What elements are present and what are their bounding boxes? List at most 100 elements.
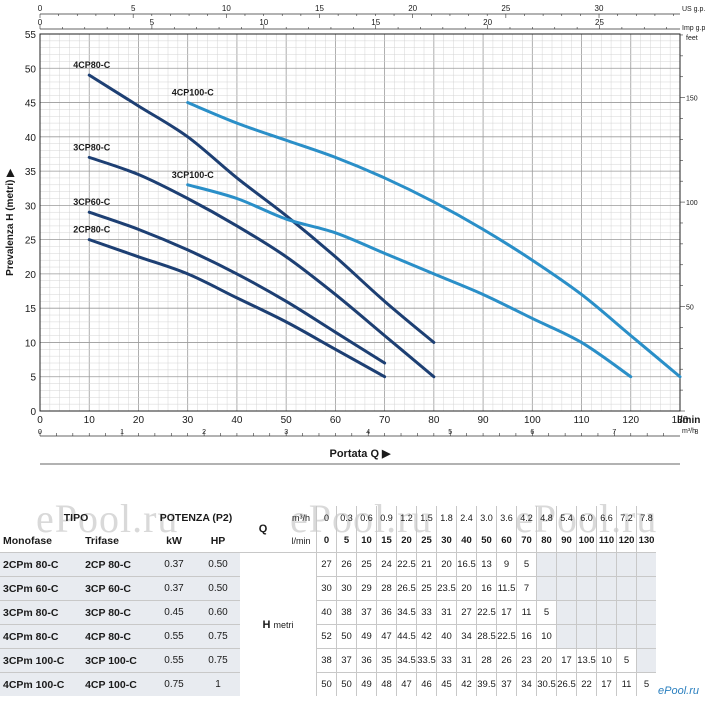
imp-gpm-tick-label: 20 xyxy=(483,18,492,27)
trifase-header: Trifase xyxy=(85,534,119,547)
head-value xyxy=(596,576,617,601)
x-tick-label: 80 xyxy=(428,415,440,426)
x-tick-label: 30 xyxy=(182,415,194,426)
us-gpm-unit: US g.p.m. xyxy=(682,6,705,13)
x-tick-label: 0 xyxy=(37,415,43,426)
model-monofase: 4CPm 80-C xyxy=(0,624,83,649)
head-value: 42 xyxy=(456,672,477,696)
h-label: H xyxy=(262,618,274,631)
y-tick-label: 10 xyxy=(25,338,37,349)
head-value: 23.5 xyxy=(436,576,457,601)
head-value xyxy=(556,624,577,649)
head-value: 22.5 xyxy=(396,552,417,577)
head-value: 16 xyxy=(516,624,537,649)
power-hp: 0.50 xyxy=(196,552,240,577)
head-value: 22.5 xyxy=(476,600,497,625)
q-m3h-value: 0.6 xyxy=(356,506,377,529)
y-tick-label: 15 xyxy=(25,304,37,315)
series-label: 3CP100-C xyxy=(172,170,215,180)
x-tick-label: 50 xyxy=(281,415,293,426)
power-kw: 0.37 xyxy=(152,576,196,601)
head-value xyxy=(556,552,577,577)
series-label: 4CP100-C xyxy=(172,88,215,98)
q-unit-lmin: l/min xyxy=(291,535,311,546)
head-value: 34.5 xyxy=(396,600,417,625)
pump-curve-chart: 0 5 10 15 20 25 30 35 40 45 50 55 Prevalenza H (metr… xyxy=(5,4,705,465)
x-tick-label: 100 xyxy=(524,415,541,426)
y-tick-label: 55 xyxy=(25,30,37,41)
series-line-3cp80-c xyxy=(87,155,436,379)
q-m3h-value: 6.6 xyxy=(596,506,617,529)
q-lmin-value: 25 xyxy=(416,529,437,553)
head-value xyxy=(636,624,656,649)
table-row: 4CPm 100-C 4CP 100-C 0.75 1 50 50 49 48 47 46 45 42… xyxy=(0,672,656,696)
feet-tick-label: 100 xyxy=(686,200,698,207)
m3h-tick-label: 3 xyxy=(284,429,288,436)
head-value xyxy=(636,600,656,625)
head-value: 40 xyxy=(316,600,337,625)
head-value: 31 xyxy=(456,648,477,673)
head-value: 17 xyxy=(556,648,577,673)
head-value: 34 xyxy=(456,624,477,649)
imp-gpm-tick-label: 15 xyxy=(371,18,380,27)
model-monofase: 3CPm 80-C xyxy=(0,600,83,625)
q-m3h-value: 4.2 xyxy=(516,506,537,529)
q-lmin-value: 20 xyxy=(396,529,417,553)
head-value: 22 xyxy=(576,672,597,696)
performance-grid: TIPO POTENZA (P2) Q m³/h 0 0.3 0.6 0.9 1.2 1.… xyxy=(0,506,656,696)
head-value xyxy=(536,552,557,577)
power-hp: 0.50 xyxy=(196,576,240,601)
q-lmin-value: 100 xyxy=(576,529,597,553)
head-value: 30 xyxy=(316,576,337,601)
head-value xyxy=(596,624,617,649)
head-value: 27 xyxy=(316,552,337,577)
head-value: 46 xyxy=(416,672,437,696)
head-value: 17 xyxy=(596,672,617,696)
head-value: 28 xyxy=(376,576,397,601)
q-lmin-value: 40 xyxy=(456,529,477,553)
imp-gpm-unit: Imp g.p.m. xyxy=(682,25,705,32)
m3h-tick-label: 8 xyxy=(694,429,698,436)
q-lmin-value: 60 xyxy=(496,529,517,553)
head-value xyxy=(556,576,577,601)
head-value: 17 xyxy=(496,600,517,625)
q-m3h-value: 3.0 xyxy=(476,506,497,529)
head-value: 49 xyxy=(356,624,377,649)
power-hp: 1 xyxy=(196,672,240,696)
head-value: 36 xyxy=(376,600,397,625)
kw-header: kW xyxy=(166,534,182,547)
head-value: 10 xyxy=(596,648,617,673)
power-kw: 0.37 xyxy=(152,552,196,577)
q-label: Q xyxy=(258,523,268,535)
m3h-tick-label: 7 xyxy=(612,429,616,436)
table-row: 3CPm 60-C 3CP 60-C 0.37 0.50 30 30 29 28 26.5 25 2… xyxy=(0,576,656,601)
power-kw: 0.55 xyxy=(152,624,196,649)
head-value xyxy=(576,624,597,649)
series-line-3cp100-c xyxy=(186,183,633,379)
brand-logo: ePool.ru xyxy=(658,685,699,697)
head-value xyxy=(556,600,577,625)
head-value xyxy=(616,600,637,625)
series-line-2cp80-c xyxy=(87,238,387,379)
x-tick-label: 20 xyxy=(133,415,145,426)
q-lmin-value: 50 xyxy=(476,529,497,553)
table-header-row-2: Monofase Trifase kW HP l/min 0 5 10 15 20 25 3… xyxy=(0,529,656,553)
head-value: 28 xyxy=(476,648,497,673)
head-value: 40 xyxy=(436,624,457,649)
head-value xyxy=(576,576,597,601)
head-value: 45 xyxy=(436,672,457,696)
head-value xyxy=(636,648,656,673)
performance-table: TIPO POTENZA (P2) Q m³/h 0 0.3 0.6 0.9 1.2 1.… xyxy=(0,506,705,696)
x-tick-label: 120 xyxy=(622,415,639,426)
q-lmin-value: 130 xyxy=(636,529,656,553)
head-value: 16 xyxy=(476,576,497,601)
q-unit-m3h: m³/h xyxy=(292,512,310,523)
head-value: 26.5 xyxy=(396,576,417,601)
y-tick-label: 30 xyxy=(25,201,37,212)
x-axis-label: Portata Q ▶ xyxy=(329,448,391,460)
h-unit: metri xyxy=(273,619,294,630)
q-lmin-value: 90 xyxy=(556,529,577,553)
x-tick-label: 10 xyxy=(84,415,96,426)
head-value: 26 xyxy=(496,648,517,673)
